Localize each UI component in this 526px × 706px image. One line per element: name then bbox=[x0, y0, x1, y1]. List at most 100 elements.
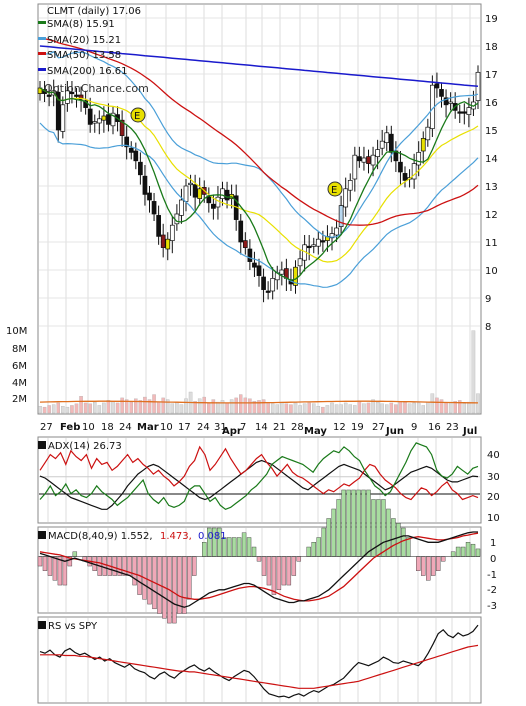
chart-title: CLMT (daily) 17.06 bbox=[47, 6, 141, 17]
price-tick: 9 bbox=[485, 294, 491, 305]
macd-histogram-bar bbox=[361, 489, 366, 557]
volume-bar bbox=[457, 400, 462, 414]
candle-body bbox=[252, 262, 257, 268]
macd-histogram-bar bbox=[42, 556, 48, 571]
candle-body bbox=[87, 108, 93, 125]
volume-bar bbox=[42, 406, 47, 414]
macd-histogram-bar bbox=[251, 546, 257, 557]
legend: SMA(8) 15.91 SMA(20) 15.21 SMA(50) 13.58… bbox=[38, 19, 128, 77]
candle-body bbox=[211, 203, 216, 209]
candle-body bbox=[443, 97, 449, 106]
volume-bar bbox=[243, 397, 248, 414]
price-tick: 8 bbox=[485, 322, 491, 333]
candle-body bbox=[156, 215, 161, 237]
macd-histogram-bar bbox=[421, 556, 426, 576]
candle-body bbox=[119, 119, 125, 136]
volume-bar bbox=[143, 396, 147, 414]
candle-body bbox=[242, 240, 248, 248]
macd-line bbox=[39, 531, 478, 608]
macd-tick: 1 bbox=[490, 538, 496, 549]
adx-series-line-1 bbox=[39, 445, 479, 501]
macd-histogram-bar bbox=[202, 542, 207, 557]
volume-bar bbox=[348, 404, 352, 414]
macd-hist-value: 0.081 bbox=[198, 531, 227, 542]
volume-bar bbox=[357, 401, 362, 414]
macd-signal-line bbox=[39, 532, 479, 602]
volume-bar bbox=[270, 403, 275, 414]
adx-series-line-0 bbox=[39, 459, 479, 510]
candle-body bbox=[357, 156, 362, 162]
candle-body bbox=[183, 185, 189, 202]
volume-bar bbox=[362, 403, 366, 414]
volume-bar bbox=[51, 404, 56, 414]
volume-bar bbox=[179, 404, 184, 414]
volume-tick: 2M bbox=[12, 394, 27, 405]
macd-histogram-bar bbox=[72, 551, 78, 557]
volume-bar bbox=[38, 406, 42, 414]
price-panel-frame bbox=[37, 3, 482, 415]
date-axis: 27 Feb 10 18 24 Mar 10 17 24 31 Apr 7 14… bbox=[40, 422, 477, 437]
macd-histogram-bar bbox=[376, 499, 381, 557]
volume-bar bbox=[280, 401, 284, 414]
volume-bar bbox=[275, 404, 279, 414]
macd-histogram-bar bbox=[435, 556, 441, 571]
candle-body bbox=[179, 199, 184, 216]
candle-body bbox=[265, 290, 271, 293]
candle-body bbox=[147, 192, 152, 201]
macd-tick: 0 bbox=[490, 554, 496, 565]
candle-body bbox=[393, 150, 399, 162]
volume-bar bbox=[56, 402, 61, 414]
candle-body bbox=[370, 154, 376, 166]
volume-bar bbox=[311, 403, 316, 414]
volume-bar bbox=[343, 402, 348, 414]
date-label: 18 bbox=[101, 422, 114, 433]
candle-body bbox=[270, 278, 276, 292]
earnings-label-1: E bbox=[134, 111, 140, 122]
candle-body bbox=[375, 149, 380, 157]
bollinger-upper-band bbox=[39, 51, 479, 238]
candle-body bbox=[133, 150, 139, 162]
price-tick: 12 bbox=[485, 210, 498, 221]
volume-bar bbox=[193, 401, 197, 414]
date-label: 24 bbox=[197, 422, 210, 433]
macd-histogram-bar bbox=[351, 489, 356, 557]
candle-body bbox=[297, 258, 303, 267]
macd-histogram-bar bbox=[132, 556, 137, 586]
adx-axis: 40 30 20 10 bbox=[487, 450, 500, 524]
macd-axis: 1 0 -1 -2 -3 bbox=[487, 538, 497, 612]
rs-label: RS vs SPY bbox=[48, 621, 98, 632]
macd-histogram-bar bbox=[356, 489, 361, 557]
volume-bar bbox=[129, 401, 133, 414]
volume-bar bbox=[120, 397, 124, 414]
adx-label: ADX(14) 26.73 bbox=[48, 441, 122, 452]
macd-histogram-bar bbox=[331, 508, 336, 557]
volume-bar bbox=[147, 399, 152, 414]
macd-histogram-bar bbox=[102, 556, 107, 576]
macd-histogram-bar bbox=[271, 556, 277, 595]
macd-histogram-bar bbox=[182, 556, 187, 614]
candle-body bbox=[247, 248, 253, 262]
indicator-lines bbox=[37, 442, 481, 699]
date-label: 10 bbox=[82, 422, 95, 433]
candle-body bbox=[293, 266, 298, 286]
candle-body bbox=[138, 161, 143, 176]
adx-panel-frame bbox=[37, 436, 482, 524]
candle-body bbox=[379, 140, 385, 149]
macd-histogram-bar bbox=[256, 556, 262, 562]
macd-histogram-bar bbox=[281, 556, 287, 586]
price-tick: 19 bbox=[485, 14, 498, 25]
macd-histogram-bar bbox=[276, 556, 282, 591]
legend-swatch-sma8 bbox=[38, 21, 46, 24]
candle-body bbox=[188, 182, 193, 186]
macd-histogram-bar bbox=[316, 537, 321, 557]
macd-histogram-bar bbox=[296, 556, 302, 562]
moving-average-lines bbox=[39, 36, 479, 288]
price-tick: 15 bbox=[485, 126, 498, 137]
date-label: Jun bbox=[385, 426, 404, 437]
volume-tick: 10M bbox=[6, 326, 27, 337]
candle-body bbox=[338, 205, 344, 227]
volume-tick: 4M bbox=[12, 378, 27, 389]
volume-bar bbox=[93, 401, 97, 414]
candle-body bbox=[439, 89, 444, 97]
